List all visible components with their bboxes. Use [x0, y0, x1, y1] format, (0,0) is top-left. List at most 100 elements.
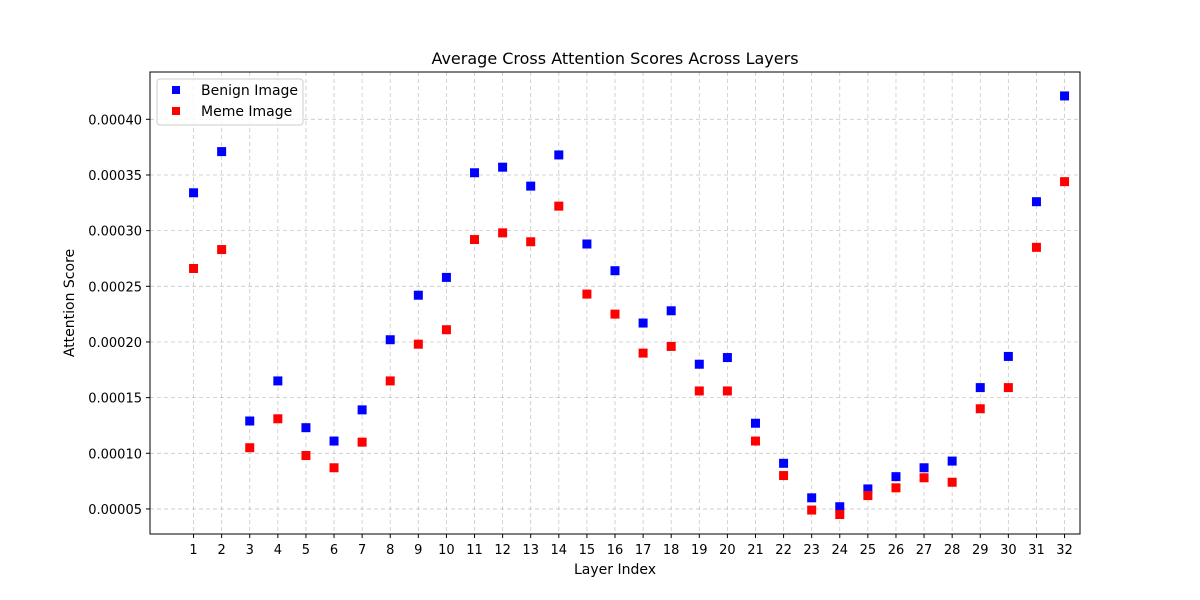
- meme-image-point: [413, 339, 423, 349]
- benign-image-point: [638, 318, 648, 328]
- y-tick-label: 0.00020: [88, 336, 142, 351]
- benign-image-point: [919, 463, 929, 473]
- benign-image-point: [779, 458, 789, 468]
- y-axis-label: Attention Score: [62, 249, 78, 357]
- x-tick-label: 17: [635, 543, 652, 558]
- benign-image-point: [582, 239, 592, 249]
- meme-image-point: [301, 451, 311, 461]
- x-tick-label: 28: [944, 543, 961, 558]
- benign-image-point: [329, 436, 339, 446]
- meme-image-point: [526, 237, 536, 247]
- benign-image-point: [722, 353, 732, 363]
- benign-image-point: [891, 472, 901, 482]
- benign-image-point: [301, 423, 311, 433]
- x-tick-label: 29: [972, 543, 989, 558]
- x-tick-label: 22: [775, 543, 792, 558]
- meme-image-point: [1003, 383, 1013, 393]
- y-axis-ticks: 0.00005 0.00010 0.00015 0.00020 0.00025 0.000…: [88, 113, 150, 518]
- x-tick-label: 27: [916, 543, 933, 558]
- benign-image-point: [245, 416, 255, 426]
- legend-box: [156, 78, 304, 126]
- meme-image-point: [385, 376, 395, 386]
- legend-label-benign: Benign Image: [201, 83, 298, 99]
- x-tick-label: 24: [832, 543, 849, 558]
- meme-image-point: [582, 289, 592, 299]
- x-tick-label: 2: [218, 543, 226, 558]
- legend-marker-benign: [172, 86, 180, 94]
- benign-image-point: [498, 162, 508, 172]
- plot-frame: [149, 71, 1081, 535]
- x-axis-ticks: 1 2 3 4 5 6 7 8 9 10 11 12 13 14 15 16 17 18 19 20 21 22 23 24 2…: [189, 534, 1073, 558]
- benign-image-point: [526, 181, 536, 191]
- x-tick-label: 31: [1028, 543, 1045, 558]
- x-tick-label: 5: [302, 543, 310, 558]
- x-tick-label: 6: [330, 543, 338, 558]
- benign-image-point: [863, 484, 873, 494]
- y-tick-label: 0.00035: [88, 169, 142, 184]
- benign-image-point: [357, 405, 367, 415]
- y-tick-label: 0.00010: [88, 447, 142, 462]
- y-tick-label: 0.00025: [88, 280, 142, 295]
- meme-image-point: [694, 386, 704, 396]
- benign-image-point: [470, 168, 480, 178]
- chart-title: Average Cross Attention Scores Across La…: [431, 49, 798, 68]
- meme-image-point: [891, 483, 901, 493]
- x-tick-label: 13: [522, 543, 539, 558]
- benign-image-point: [385, 335, 395, 345]
- x-axis-label: Layer Index: [574, 562, 656, 578]
- x-tick-label: 4: [274, 543, 282, 558]
- meme-image-point: [1031, 242, 1041, 252]
- meme-image-point: [919, 473, 929, 483]
- x-tick-label: 23: [803, 543, 820, 558]
- benign-image-point: [610, 266, 620, 276]
- x-tick-label: 19: [691, 543, 708, 558]
- meme-image-point: [750, 436, 760, 446]
- benign-image-point: [975, 383, 985, 393]
- x-tick-label: 16: [607, 543, 624, 558]
- benign-image-point: [947, 456, 957, 466]
- meme-image-point: [722, 386, 732, 396]
- benign-image-point: [273, 376, 283, 386]
- benign-image-point: [1031, 197, 1041, 207]
- x-tick-label: 15: [579, 543, 596, 558]
- x-tick-label: 26: [888, 543, 905, 558]
- meme-image-point: [554, 201, 564, 211]
- meme-image-point: [217, 245, 227, 255]
- meme-image-point: [189, 263, 199, 273]
- x-tick-label: 11: [466, 543, 483, 558]
- meme-image-point: [638, 348, 648, 358]
- meme-image-point: [273, 414, 283, 424]
- meme-image-point: [779, 471, 789, 481]
- legend: Benign Image Meme Image: [156, 78, 304, 126]
- benign-image-point: [807, 493, 817, 503]
- x-tick-label: 30: [1000, 543, 1017, 558]
- meme-image-point: [863, 491, 873, 501]
- y-tick-label: 0.00005: [88, 503, 142, 518]
- x-tick-label: 18: [663, 543, 680, 558]
- meme-image-point: [835, 510, 845, 520]
- x-tick-label: 9: [414, 543, 422, 558]
- benign-image-point: [835, 502, 845, 512]
- x-tick-label: 20: [719, 543, 736, 558]
- legend-label-meme: Meme Image: [201, 104, 292, 120]
- meme-image-point: [357, 437, 367, 447]
- x-tick-label: 7: [358, 543, 366, 558]
- benign-image-point: [217, 147, 227, 157]
- meme-image-point: [470, 235, 480, 245]
- benign-image-point: [1003, 351, 1013, 361]
- meme-image-point: [975, 404, 985, 414]
- benign-image-point: [413, 290, 423, 300]
- x-tick-label: 8: [386, 543, 394, 558]
- x-tick-label: 10: [438, 543, 455, 558]
- meme-image-point: [329, 463, 339, 473]
- x-tick-label: 14: [551, 543, 568, 558]
- legend-marker-meme: [172, 107, 180, 115]
- x-tick-label: 21: [747, 543, 764, 558]
- x-tick-label: 1: [189, 543, 197, 558]
- meme-image-point: [610, 309, 620, 319]
- data-points: [189, 91, 1070, 520]
- x-tick-label: 32: [1056, 543, 1073, 558]
- benign-image-point: [666, 306, 676, 316]
- x-tick-label: 3: [246, 543, 254, 558]
